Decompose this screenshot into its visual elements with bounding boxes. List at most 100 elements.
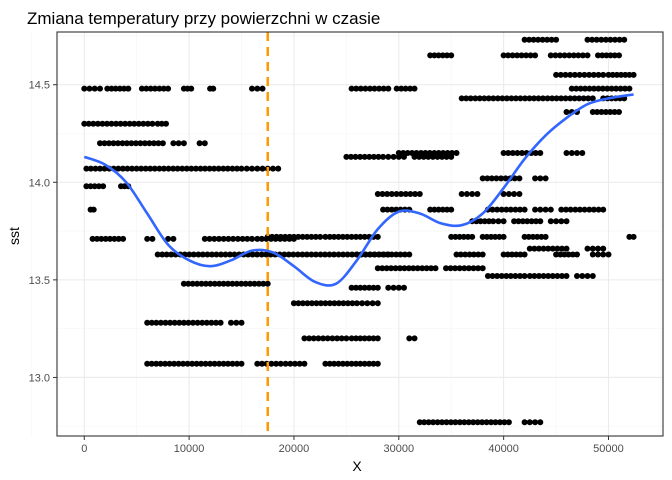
data-point bbox=[616, 109, 622, 115]
data-point bbox=[104, 85, 111, 92]
data-point bbox=[598, 36, 605, 43]
data-point bbox=[211, 360, 218, 367]
data-point bbox=[251, 280, 258, 287]
data-point bbox=[171, 319, 178, 326]
data-point bbox=[249, 85, 255, 92]
data-point bbox=[165, 165, 172, 172]
smooth-trend-line bbox=[83, 93, 634, 287]
data-point bbox=[479, 251, 486, 258]
data-point bbox=[463, 95, 470, 102]
data-point bbox=[361, 233, 368, 240]
data-point bbox=[452, 265, 459, 272]
data-point bbox=[147, 165, 154, 172]
data-point bbox=[547, 206, 554, 213]
data-point bbox=[611, 109, 618, 115]
data-point bbox=[549, 95, 556, 102]
data-point bbox=[557, 251, 564, 258]
data-point bbox=[472, 95, 479, 102]
data-point bbox=[275, 165, 282, 172]
data-point bbox=[254, 165, 261, 172]
data-point bbox=[132, 140, 139, 147]
data-point bbox=[287, 360, 294, 367]
data-point bbox=[407, 85, 414, 92]
data-point bbox=[227, 251, 233, 258]
data-point bbox=[411, 85, 418, 92]
data-point bbox=[584, 245, 591, 252]
data-point bbox=[498, 273, 505, 279]
data-point bbox=[120, 235, 127, 242]
data-point bbox=[259, 360, 265, 367]
data-point bbox=[552, 52, 559, 59]
data-point bbox=[361, 360, 368, 367]
data-point bbox=[559, 273, 565, 279]
data-point bbox=[603, 52, 610, 59]
data-point bbox=[170, 140, 177, 147]
data-point bbox=[431, 52, 438, 59]
data-point bbox=[388, 191, 395, 197]
data-point bbox=[303, 251, 310, 258]
data-point bbox=[339, 233, 346, 240]
data-point bbox=[99, 120, 106, 127]
data-point bbox=[500, 251, 507, 258]
data-point bbox=[171, 360, 178, 367]
x-tick-label: 0 bbox=[81, 443, 87, 455]
data-point bbox=[563, 150, 570, 156]
data-point bbox=[151, 165, 158, 172]
data-point bbox=[526, 419, 533, 426]
data-point bbox=[463, 191, 470, 197]
data-point bbox=[539, 36, 546, 43]
data-point bbox=[540, 245, 547, 252]
data-point bbox=[448, 52, 455, 59]
data-point bbox=[499, 95, 506, 102]
data-point bbox=[116, 85, 123, 92]
data-point bbox=[90, 206, 97, 213]
data-point bbox=[621, 36, 628, 43]
data-point bbox=[254, 251, 261, 258]
data-point bbox=[269, 233, 276, 240]
data-point bbox=[586, 206, 593, 213]
data-point bbox=[412, 191, 419, 197]
data-point bbox=[544, 95, 551, 102]
data-point bbox=[159, 251, 166, 258]
data-point bbox=[398, 191, 405, 197]
data-point bbox=[290, 300, 297, 307]
data-point bbox=[366, 153, 373, 160]
data-point bbox=[504, 251, 511, 258]
data-point bbox=[366, 335, 373, 342]
data-point bbox=[254, 360, 261, 367]
data-point bbox=[575, 52, 582, 59]
data-point bbox=[162, 360, 169, 367]
data-point bbox=[141, 140, 148, 147]
data-point bbox=[111, 235, 118, 242]
data-point bbox=[385, 284, 392, 291]
data-point bbox=[148, 360, 155, 367]
data-point bbox=[383, 265, 390, 272]
data-point bbox=[374, 300, 381, 307]
y-tick-label: 13.0 bbox=[29, 372, 50, 384]
data-point bbox=[581, 206, 588, 213]
data-point bbox=[494, 206, 501, 213]
data-point bbox=[218, 251, 224, 258]
data-point bbox=[428, 265, 435, 272]
data-point bbox=[589, 95, 596, 102]
data-point bbox=[577, 85, 584, 92]
data-point bbox=[521, 251, 528, 258]
data-point bbox=[513, 251, 520, 258]
data-point bbox=[367, 251, 373, 258]
data-point bbox=[87, 183, 94, 190]
data-point bbox=[154, 120, 161, 127]
data-point bbox=[526, 273, 533, 279]
data-points bbox=[81, 36, 637, 426]
data-point bbox=[567, 206, 574, 213]
data-point bbox=[586, 71, 593, 78]
data-point bbox=[87, 165, 94, 172]
data-point bbox=[234, 165, 240, 172]
data-point bbox=[119, 165, 126, 172]
data-point bbox=[494, 95, 501, 102]
data-point bbox=[348, 233, 355, 240]
data-point bbox=[85, 120, 92, 127]
data-point bbox=[395, 153, 402, 160]
data-point bbox=[179, 165, 186, 172]
data-point bbox=[162, 319, 169, 326]
data-point bbox=[97, 165, 103, 172]
